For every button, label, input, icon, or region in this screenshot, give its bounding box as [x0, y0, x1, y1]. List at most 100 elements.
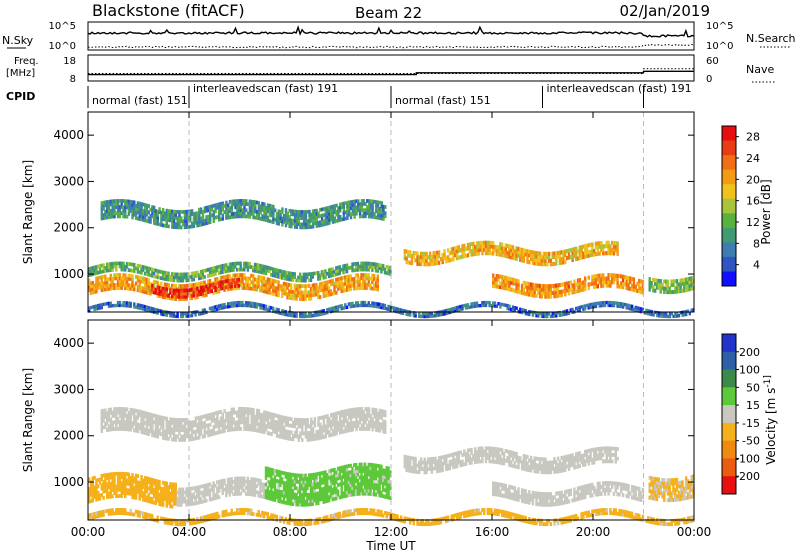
range-gate-cell — [244, 492, 248, 496]
range-gate-cell — [261, 270, 264, 275]
range-gate-cell — [163, 270, 167, 275]
range-gate-cell — [264, 495, 268, 500]
range-gate-cell — [549, 262, 553, 267]
range-gate-cell — [495, 248, 498, 253]
range-gate-cell — [329, 270, 333, 275]
range-gate-cell — [367, 205, 371, 210]
range-gate-cell — [330, 211, 333, 216]
range-gate-cell — [133, 479, 136, 484]
range-gate-cell — [272, 270, 275, 275]
range-gate-cell — [300, 275, 304, 280]
range-gate-cell — [120, 410, 123, 415]
range-gate-cell — [275, 268, 278, 273]
range-gate-cell — [131, 476, 134, 480]
range-gate-cell — [246, 283, 250, 287]
range-gate-cell — [88, 267, 91, 271]
range-gate-cell — [336, 305, 340, 309]
range-gate-cell — [194, 217, 197, 222]
range-gate-cell — [163, 484, 167, 489]
range-gate-cell — [517, 253, 520, 258]
range-gate-cell — [425, 312, 428, 316]
range-gate-cell — [335, 493, 338, 497]
range-gate-cell — [250, 286, 253, 291]
range-gate-cell — [542, 291, 545, 296]
range-gate-cell — [555, 294, 558, 299]
range-gate-cell — [100, 213, 103, 218]
range-gate-cell — [522, 308, 526, 312]
range-gate-cell — [544, 284, 547, 289]
range-gate-cell — [136, 263, 140, 268]
range-gate-cell — [138, 423, 141, 427]
range-gate-cell — [255, 216, 259, 220]
range-gate-cell — [180, 421, 183, 426]
range-gate-cell — [106, 421, 109, 426]
range-gate-cell — [158, 502, 161, 507]
range-gate-cell — [226, 279, 230, 283]
range-gate-cell — [495, 280, 498, 285]
range-gate-cell — [288, 292, 291, 297]
range-gate-cell — [97, 490, 100, 495]
range-gate-cell — [169, 288, 172, 292]
range-gate-cell — [455, 252, 459, 257]
range-gate-cell — [250, 483, 253, 487]
range-gate-cell — [154, 427, 158, 432]
range-gate-cell — [203, 311, 206, 315]
range-gate-cell — [304, 502, 307, 507]
range-gate-cell — [136, 425, 140, 430]
range-gate-cell — [122, 475, 125, 479]
range-gate-cell — [308, 209, 311, 214]
range-gate-cell — [638, 278, 641, 283]
range-gate-cell — [185, 311, 188, 316]
range-gate-cell — [217, 495, 221, 499]
range-gate-cell — [161, 276, 165, 281]
range-gate-cell — [228, 265, 232, 270]
range-gate-cell — [180, 272, 183, 277]
range-gate-cell — [259, 216, 262, 221]
range-gate-cell — [290, 293, 293, 297]
range-gate-cell — [129, 485, 132, 490]
range-gate-cell — [147, 281, 150, 286]
range-gate-cell — [340, 279, 343, 284]
range-gate-cell — [342, 214, 345, 218]
range-gate-cell — [140, 494, 143, 498]
range-gate-cell — [423, 262, 426, 267]
range-gate-cell — [497, 248, 500, 253]
range-gate-cell — [178, 431, 181, 436]
range-gate-cell — [333, 219, 336, 224]
range-gate-cell — [133, 269, 136, 273]
range-gate-cell — [185, 216, 188, 220]
range-gate-cell — [367, 462, 370, 467]
range-gate-cell — [511, 308, 515, 312]
range-gate-cell — [277, 218, 280, 223]
range-gate-cell — [463, 247, 466, 252]
range-gate-cell — [185, 314, 188, 318]
range-gate-cell — [270, 284, 273, 289]
range-gate-cell — [89, 269, 93, 274]
range-gate-cell — [331, 474, 334, 479]
range-gate-cell — [163, 313, 167, 317]
range-gate-cell — [183, 210, 187, 214]
range-gate-cell — [502, 303, 506, 307]
range-gate-cell — [134, 428, 138, 433]
range-gate-cell — [230, 209, 233, 213]
range-gate-cell — [234, 276, 237, 281]
range-gate-cell — [544, 258, 547, 263]
range-gate-cell — [302, 278, 305, 283]
range-gate-cell — [134, 216, 138, 220]
range-gate-cell — [93, 265, 96, 270]
range-gate-cell — [216, 417, 219, 422]
range-gate-cell — [358, 211, 362, 216]
range-gate-cell — [273, 271, 277, 275]
range-gate-cell — [432, 261, 435, 266]
range-gate-cell — [311, 485, 314, 490]
range-gate-cell — [612, 247, 616, 252]
range-gate-cell — [100, 216, 103, 221]
range-gate-cell — [339, 218, 342, 222]
range-gate-cell — [665, 314, 668, 319]
range-gate-cell — [102, 483, 105, 487]
range-gate-cell — [259, 482, 262, 486]
range-gate-cell — [322, 487, 325, 491]
range-gate-cell — [353, 283, 356, 288]
range-gate-cell — [151, 270, 154, 275]
range-gate-cell — [151, 208, 154, 212]
